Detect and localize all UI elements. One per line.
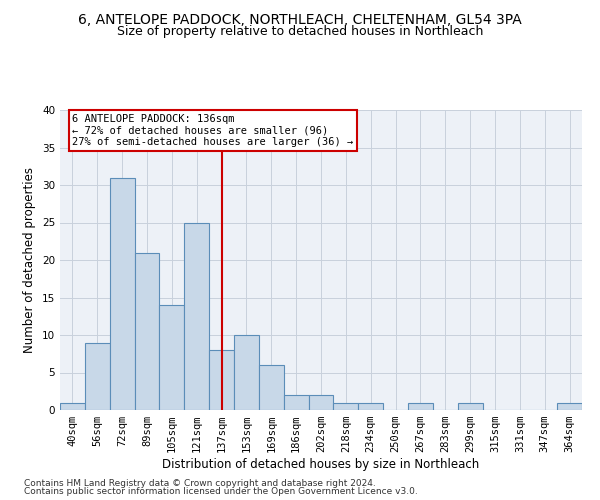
Bar: [284, 395, 308, 410]
Bar: [308, 395, 334, 410]
Bar: [85, 342, 110, 410]
Bar: [60, 402, 85, 410]
Bar: [334, 402, 358, 410]
Bar: [358, 402, 383, 410]
Bar: [408, 402, 433, 410]
Bar: [234, 335, 259, 410]
Y-axis label: Number of detached properties: Number of detached properties: [23, 167, 37, 353]
Bar: [110, 178, 134, 410]
Text: Size of property relative to detached houses in Northleach: Size of property relative to detached ho…: [117, 25, 483, 38]
Bar: [209, 350, 234, 410]
Bar: [160, 305, 184, 410]
Text: 6, ANTELOPE PADDOCK, NORTHLEACH, CHELTENHAM, GL54 3PA: 6, ANTELOPE PADDOCK, NORTHLEACH, CHELTEN…: [78, 12, 522, 26]
Bar: [259, 365, 284, 410]
Text: Contains public sector information licensed under the Open Government Licence v3: Contains public sector information licen…: [24, 487, 418, 496]
Bar: [458, 402, 482, 410]
Text: 6 ANTELOPE PADDOCK: 136sqm
← 72% of detached houses are smaller (96)
27% of semi: 6 ANTELOPE PADDOCK: 136sqm ← 72% of deta…: [73, 114, 353, 147]
Text: Contains HM Land Registry data © Crown copyright and database right 2024.: Contains HM Land Registry data © Crown c…: [24, 478, 376, 488]
Bar: [134, 252, 160, 410]
Bar: [184, 222, 209, 410]
Bar: [557, 402, 582, 410]
X-axis label: Distribution of detached houses by size in Northleach: Distribution of detached houses by size …: [163, 458, 479, 471]
